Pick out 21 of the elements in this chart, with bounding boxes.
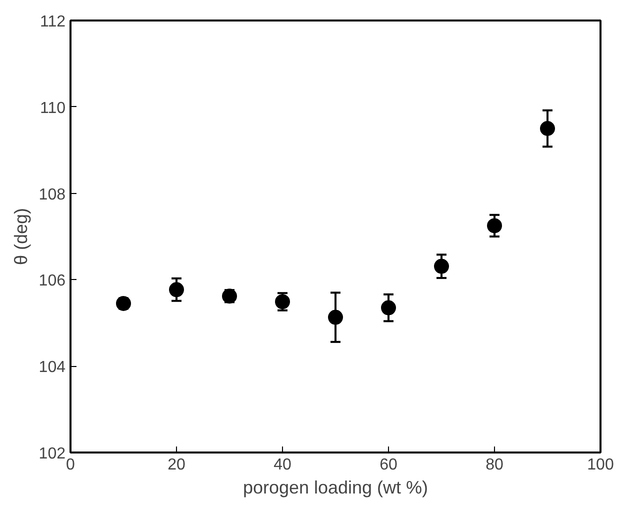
y-tick-label: 106 — [38, 272, 66, 290]
y-tick-label: 108 — [38, 186, 66, 204]
y-tick-label: 104 — [38, 359, 66, 376]
point — [328, 310, 343, 325]
point — [487, 218, 502, 234]
y-axis-title: θ (deg) — [10, 208, 31, 266]
x-tick-label: 20 — [168, 456, 186, 474]
x-tick-label: 60 — [380, 456, 398, 474]
point — [116, 296, 131, 311]
x-tick-label: 80 — [486, 456, 504, 474]
point — [434, 258, 449, 274]
x-tick-label: 40 — [274, 456, 292, 474]
point — [169, 282, 184, 298]
y-tick-label: 112 — [40, 14, 66, 30]
x-axis-title: porogen loading (wt %) — [242, 478, 428, 498]
x-tick-label: 0 — [66, 456, 76, 474]
y-tick-label: 110 — [40, 100, 66, 117]
point — [540, 121, 555, 136]
y-tick-label: 102 — [38, 446, 66, 462]
point — [381, 300, 396, 316]
x-tick-label: 100 — [587, 456, 614, 474]
